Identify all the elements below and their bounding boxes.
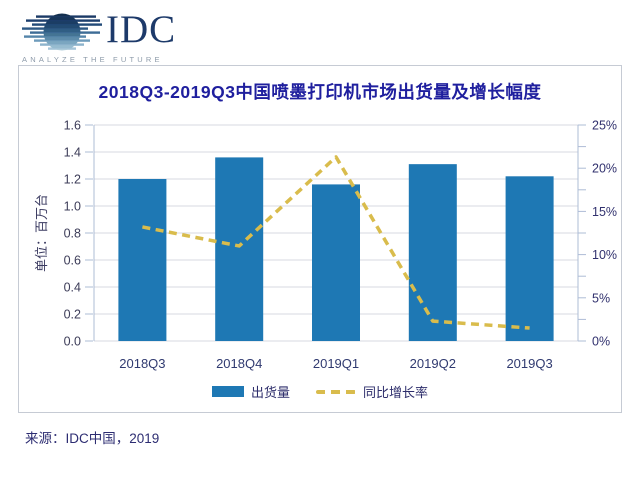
- legend-label-growth: 同比增长率: [363, 385, 429, 400]
- left-tick-label: 1.0: [64, 200, 81, 214]
- chart-frame: 2018Q3-2019Q3中国喷墨打印机市场出货量及增长幅度 0.0 0.2 0.4…: [18, 65, 622, 413]
- left-axis-unit-label: 单位：百万台: [34, 194, 49, 272]
- idc-globe-icon: [22, 13, 102, 51]
- right-tick-label: 10%: [592, 248, 617, 262]
- chart-legend: 出货量 同比增长率: [19, 382, 621, 401]
- x-tick-label: 2018Q4: [216, 356, 262, 371]
- left-tick-label: 1.2: [64, 173, 81, 187]
- right-tick-label: 25%: [592, 119, 617, 133]
- idc-logo-text: IDC: [106, 8, 177, 51]
- left-tick-label: 0.4: [64, 281, 81, 295]
- idc-tagline: ANALYZE THE FUTURE: [22, 55, 163, 64]
- left-tick-label: 0.2: [64, 308, 81, 322]
- idc-logo: IDC ANALYZE THE FUTURE: [22, 8, 192, 64]
- right-tick-label: 15%: [592, 205, 617, 219]
- chart-title: 2018Q3-2019Q3中国喷墨打印机市场出货量及增长幅度: [98, 82, 542, 102]
- left-tick-label: 0.0: [64, 335, 81, 349]
- right-tick-label: 0%: [592, 335, 610, 349]
- x-tick-label: 2018Q3: [119, 356, 165, 371]
- bar-2019Q2: [408, 164, 457, 341]
- globe-sphere: [43, 13, 81, 51]
- chart-canvas: 0.0 0.2 0.4 0.6 0.8 1.0 1.2 1.4 1.6 0% 5% 10% 15% 20%…: [34, 119, 617, 372]
- left-tick-label: 1.4: [64, 146, 81, 160]
- right-tick-label: 20%: [592, 162, 617, 176]
- source-note: 来源：IDC中国，2019: [25, 431, 160, 446]
- bar-2018Q4: [215, 157, 264, 341]
- legend-item-growth: 同比增长率: [316, 382, 428, 401]
- left-tick-label: 1.6: [64, 119, 81, 133]
- line-series-swatch: [316, 389, 356, 394]
- x-tick-label: 2019Q2: [410, 356, 456, 371]
- bar-2019Q3: [505, 176, 554, 341]
- globe-stripes: [22, 15, 102, 50]
- x-tick-label: 2019Q3: [506, 356, 552, 371]
- right-tick-label: 5%: [592, 291, 610, 305]
- left-tick-label: 0.8: [64, 227, 81, 241]
- bar-2019Q1: [312, 184, 360, 341]
- legend-label-shipments: 出货量: [250, 385, 290, 400]
- x-tick-label: 2019Q1: [313, 356, 359, 371]
- bar-2018Q3: [118, 179, 167, 341]
- bar-series-swatch: [211, 386, 244, 397]
- legend-item-shipments: 出货量: [211, 382, 290, 401]
- growth-line: [142, 155, 530, 330]
- left-tick-label: 0.6: [64, 254, 81, 268]
